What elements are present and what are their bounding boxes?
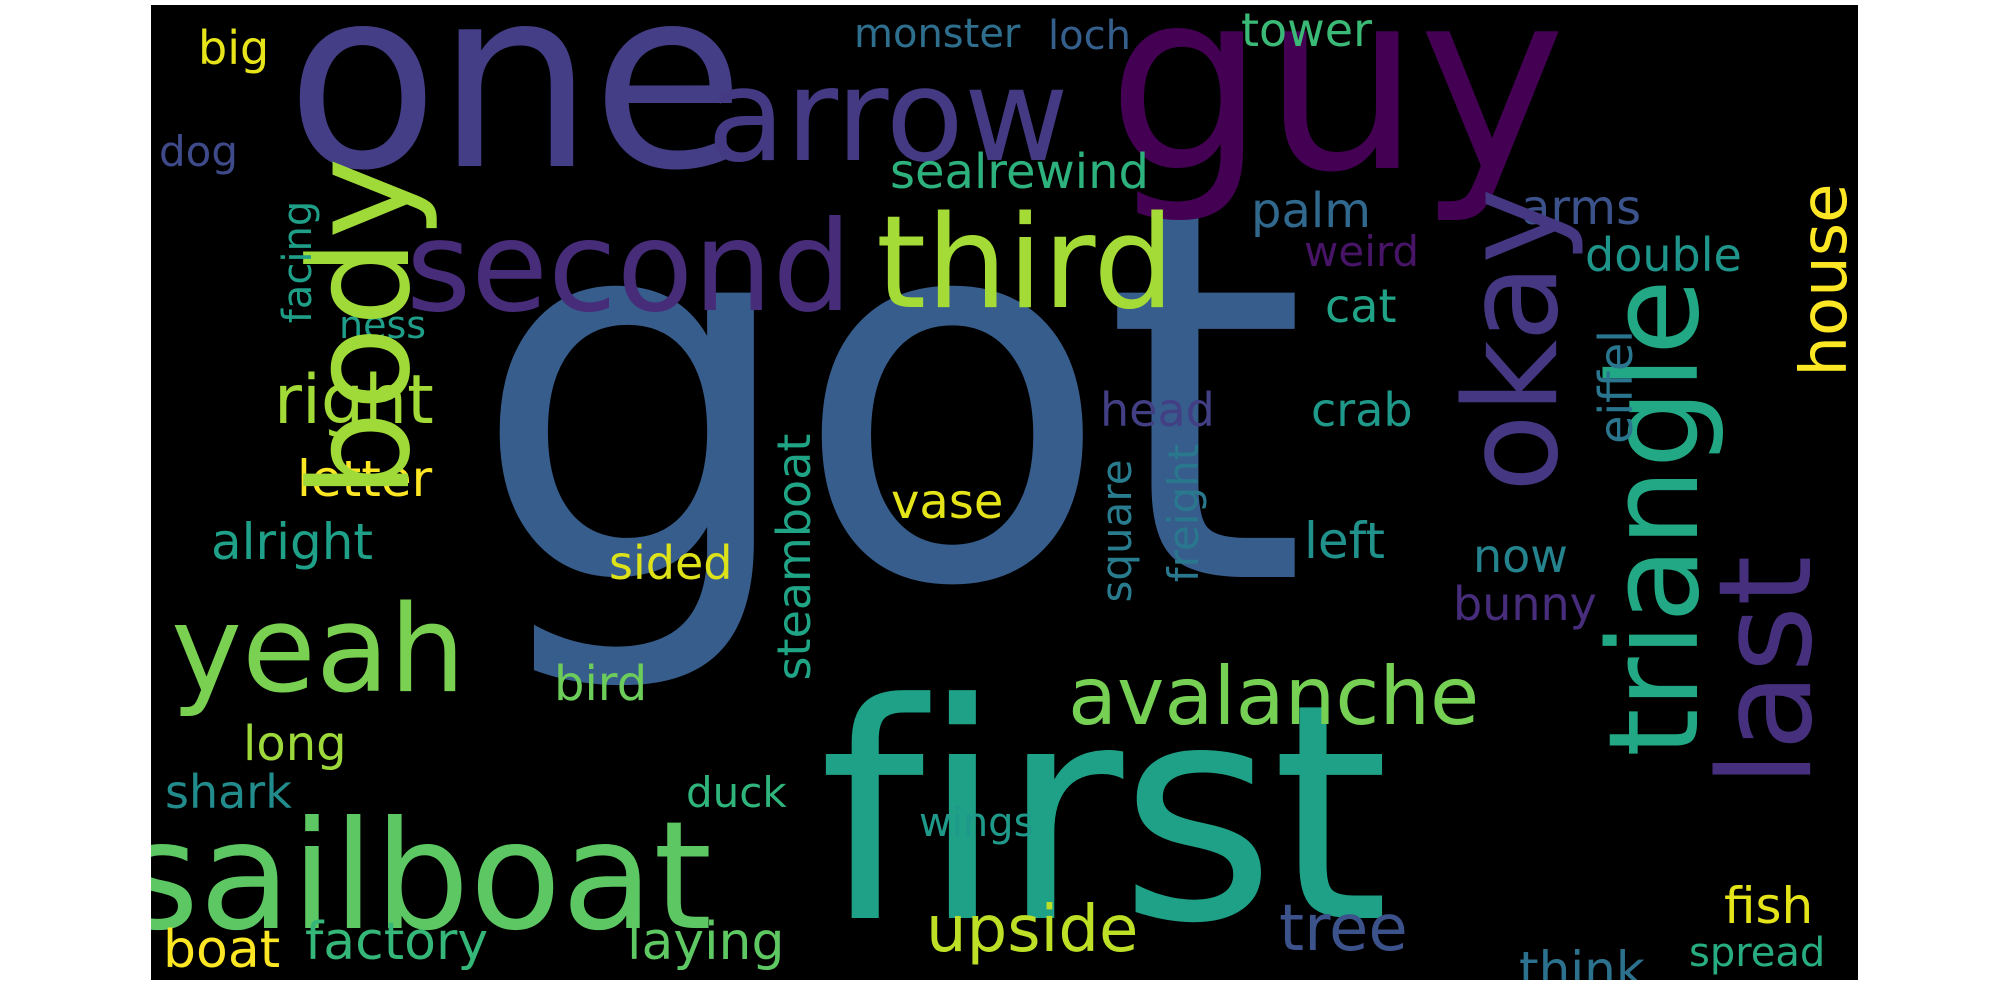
word-third: third bbox=[876, 189, 1175, 338]
word-think: think bbox=[1519, 941, 1645, 980]
word-wings: wings bbox=[919, 800, 1035, 846]
word-okay: okay bbox=[1438, 187, 1587, 493]
word-factory: factory bbox=[305, 912, 489, 972]
word-boat: boat bbox=[163, 920, 281, 980]
word-got: got bbox=[471, 94, 1307, 700]
word-crab: crab bbox=[1311, 383, 1413, 437]
word-steamboat: steamboat bbox=[767, 433, 821, 681]
word-avalanche: avalanche bbox=[1068, 650, 1480, 743]
word-first: first bbox=[819, 640, 1389, 980]
word-cat: cat bbox=[1325, 279, 1397, 333]
word-monster: monster bbox=[854, 11, 1021, 57]
word-upside: upside bbox=[926, 893, 1139, 967]
word-one: one bbox=[286, 5, 745, 225]
word-laying: laying bbox=[627, 912, 785, 972]
word-last: last bbox=[1692, 555, 1841, 787]
word-eiffel: eiffel bbox=[1589, 330, 1643, 444]
word-bird: bird bbox=[554, 656, 648, 712]
word-vase: vase bbox=[891, 474, 1004, 530]
word-palm: palm bbox=[1251, 183, 1371, 239]
word-tree: tree bbox=[1279, 892, 1408, 966]
word-body: yeah bbox=[171, 581, 466, 720]
word-fish: fish bbox=[1724, 877, 1814, 935]
word-arms: arms bbox=[1521, 180, 1642, 236]
word-letter: letter bbox=[297, 450, 433, 508]
word-bunny: bunny bbox=[1453, 577, 1597, 631]
word-sided: sided bbox=[609, 536, 733, 590]
word-ness: ness bbox=[339, 303, 427, 347]
word-arrow: arrow bbox=[707, 42, 1069, 191]
word-spread: spread bbox=[1689, 930, 1826, 976]
word-shark: shark bbox=[165, 765, 292, 819]
word-sailboat: sailboat bbox=[151, 790, 713, 964]
word-now: now bbox=[1473, 529, 1568, 583]
word-dog: dog bbox=[159, 127, 239, 176]
word-weird: weird bbox=[1304, 227, 1420, 276]
word-left: left bbox=[1304, 512, 1385, 570]
word-sealrewind: sealrewind bbox=[890, 144, 1149, 200]
word-loch: loch bbox=[1048, 13, 1131, 59]
word-alright: alright bbox=[211, 513, 374, 571]
word-tower: tower bbox=[1241, 5, 1373, 57]
word-double: double bbox=[1585, 228, 1742, 282]
word-long: long bbox=[243, 716, 347, 772]
word-head: head bbox=[1100, 383, 1215, 437]
word-freight: freight bbox=[1159, 443, 1208, 583]
word-duck: duck bbox=[686, 768, 787, 817]
word-guy: guy bbox=[1107, 5, 1566, 227]
word-big: big bbox=[198, 21, 270, 75]
word-square: square bbox=[1092, 459, 1141, 603]
word-right: right bbox=[274, 361, 434, 440]
word-facing: facing bbox=[275, 200, 321, 324]
word-second: second bbox=[406, 195, 852, 340]
word-cloud-canvas: got first one guy arrow sailboat second … bbox=[151, 5, 1858, 980]
word-house: house bbox=[1788, 183, 1858, 377]
